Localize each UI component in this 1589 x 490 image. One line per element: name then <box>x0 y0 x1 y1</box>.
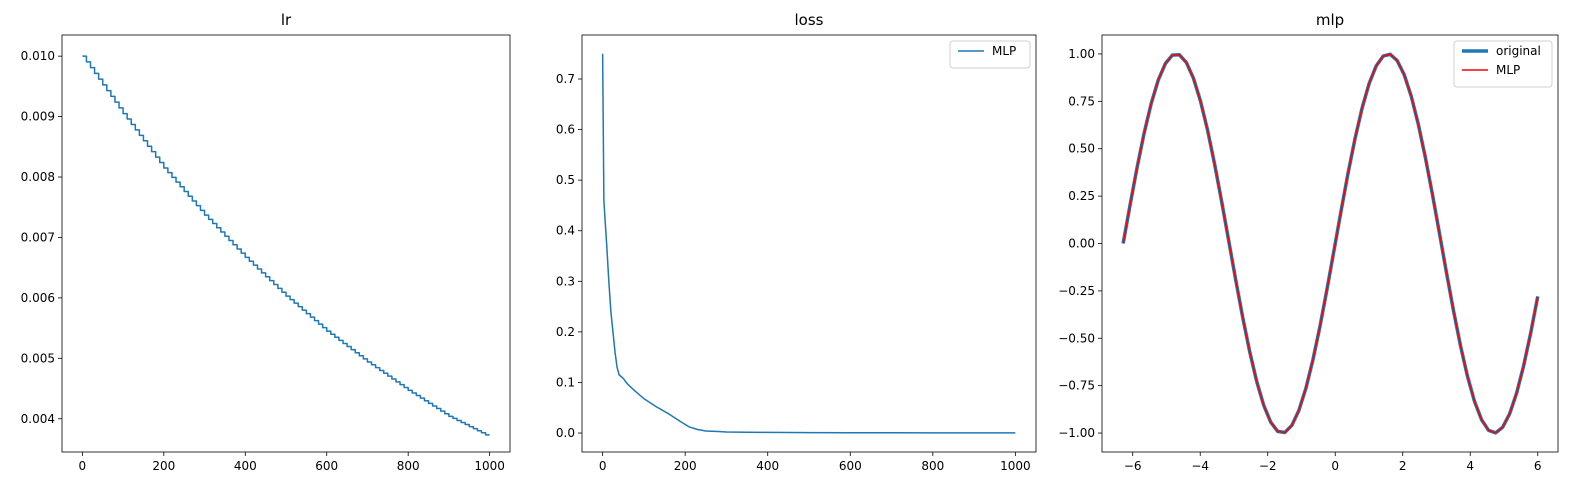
x-tick-label: 6 <box>1534 459 1542 473</box>
x-tick-label: 4 <box>1466 459 1474 473</box>
y-tick-label: 0.50 <box>1068 142 1095 156</box>
y-tick-label: 0.006 <box>21 291 55 305</box>
y-tick-label: 0.2 <box>556 325 575 339</box>
y-tick-label: 0.75 <box>1068 94 1095 108</box>
y-tick-label: 0.00 <box>1068 237 1095 251</box>
y-tick-label: 0.007 <box>21 230 55 244</box>
x-tick-label: 0 <box>599 459 607 473</box>
y-tick-label: 0.6 <box>556 123 575 137</box>
x-tick-label: 600 <box>315 459 338 473</box>
y-tick-label: 0.3 <box>556 274 575 288</box>
y-tick-label: 0.008 <box>21 170 55 184</box>
series-line <box>82 55 490 436</box>
x-tick-label: 0 <box>1331 459 1339 473</box>
legend-label: MLP <box>1496 63 1520 77</box>
y-tick-label: −1.00 <box>1058 426 1095 440</box>
series-mlp-line <box>601 53 1016 434</box>
y-tick-label: 0.0 <box>556 426 575 440</box>
y-tick-label: 0.7 <box>556 72 575 86</box>
y-tick-label: 0.25 <box>1068 189 1095 203</box>
x-tick-label: 2 <box>1399 459 1407 473</box>
chart-title: lr <box>281 11 292 29</box>
y-tick-label: 0.004 <box>21 412 55 426</box>
x-tick-label: 800 <box>397 459 420 473</box>
chart-title: mlp <box>1316 11 1344 29</box>
chart-lr: lr 0 200 400 600 800 1000 0.004 0.005 0.006 0.007 0… <box>21 11 511 473</box>
chart-mlp: mlp −6 −4 −2 0 2 4 6 −1.00 −0.75 −0.50 −0.25 0.00 0.2… <box>1058 11 1559 473</box>
x-tick-label: 400 <box>234 459 257 473</box>
x-tick-label: 1000 <box>474 459 505 473</box>
x-tick-label: 200 <box>674 459 697 473</box>
y-tick-label: 0.010 <box>21 49 55 63</box>
plot-frame <box>581 34 1037 453</box>
series-mlp-line <box>1122 53 1539 434</box>
y-tick-label: −0.75 <box>1058 379 1095 393</box>
x-tick-label: 1000 <box>1000 459 1031 473</box>
x-tick-label: 600 <box>839 459 862 473</box>
x-tick-label: 200 <box>152 459 175 473</box>
y-tick-label: −0.50 <box>1058 331 1095 345</box>
legend-label: original <box>1496 44 1541 58</box>
chart-title: loss <box>795 11 824 29</box>
plot-frame <box>1101 34 1559 453</box>
x-tick-label: −6 <box>1124 459 1142 473</box>
x-tick-label: −2 <box>1259 459 1277 473</box>
y-tick-label: 0.4 <box>556 224 575 238</box>
x-tick-label: 800 <box>921 459 944 473</box>
series-original-line <box>1121 52 1540 435</box>
legend-box <box>949 40 1031 69</box>
y-tick-label: 1.00 <box>1068 47 1095 61</box>
y-tick-label: 0.009 <box>21 110 55 124</box>
chart-loss: loss 0 200 400 600 800 1000 0.0 0.1 0.2 0.3 0.4 0.5 0… <box>556 11 1037 473</box>
x-tick-label: −4 <box>1191 459 1209 473</box>
legend-label: MLP <box>992 44 1016 58</box>
y-tick-label: 0.1 <box>556 375 575 389</box>
y-tick-label: 0.005 <box>21 351 55 365</box>
plot-frame <box>61 34 511 453</box>
x-tick-label: 0 <box>79 459 87 473</box>
y-tick-label: −0.25 <box>1058 284 1095 298</box>
x-tick-label: 400 <box>756 459 779 473</box>
y-tick-label: 0.5 <box>556 173 575 187</box>
